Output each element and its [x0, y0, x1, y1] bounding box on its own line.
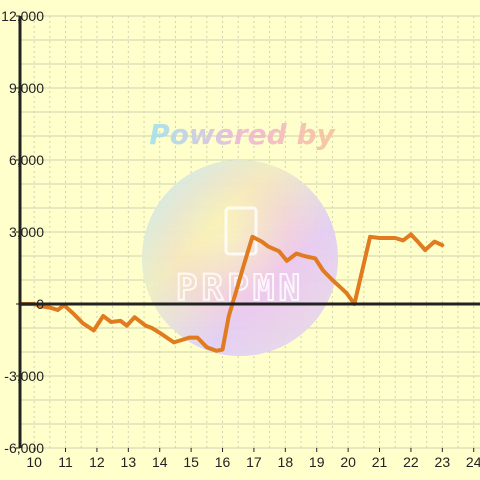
x-tick-label: 21	[372, 454, 388, 470]
y-tick-label: 3,000	[9, 224, 44, 240]
series-layer	[18, 232, 445, 353]
x-tick-label: 13	[121, 454, 137, 470]
watermark-orb-sheen	[142, 160, 338, 356]
y-tick-label: 9,000	[9, 80, 44, 96]
x-tick-label: 14	[152, 454, 168, 470]
y-tick-label: 12,000	[1, 8, 44, 24]
series-line-0	[18, 232, 445, 353]
x-tick-label: 11	[58, 454, 73, 470]
y-tick-label: -6,000	[4, 440, 44, 456]
x-tick-label: 17	[246, 454, 262, 470]
watermark-powered-by: Powered by	[149, 118, 336, 151]
y-tick-label: -3,000	[4, 368, 44, 384]
watermark: Powered by PRPMN	[142, 118, 338, 356]
x-tick-label: 16	[215, 454, 231, 470]
x-tick-label: 18	[278, 454, 294, 470]
x-tick-label: 22	[403, 454, 419, 470]
x-tick-label: 24	[466, 454, 480, 470]
y-tick-label: 0	[36, 296, 44, 312]
x-tick-label: 23	[435, 454, 451, 470]
watermark-logo-icon	[224, 206, 258, 256]
tick-labels: -6,000 -3,000 0 3,000 6,000 9,000 12,000 10 11 12…	[1, 8, 480, 470]
x-tick-label: 19	[309, 454, 325, 470]
x-tick-label: 10	[26, 454, 42, 470]
x-tick-label: 12	[89, 454, 105, 470]
y-tick-label: 6,000	[9, 152, 44, 168]
x-tick-label: 20	[340, 454, 356, 470]
axes	[16, 15, 480, 452]
x-tick-label: 15	[183, 454, 199, 470]
